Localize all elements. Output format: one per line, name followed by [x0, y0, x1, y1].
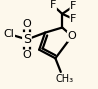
Text: F: F	[70, 1, 77, 11]
Text: S: S	[23, 33, 31, 46]
Text: F: F	[70, 14, 77, 24]
Text: O: O	[23, 50, 31, 60]
Text: O: O	[23, 19, 31, 29]
Text: O: O	[68, 31, 76, 41]
Text: CH₃: CH₃	[55, 74, 73, 84]
Text: F: F	[50, 0, 56, 10]
Text: Cl: Cl	[3, 29, 14, 39]
